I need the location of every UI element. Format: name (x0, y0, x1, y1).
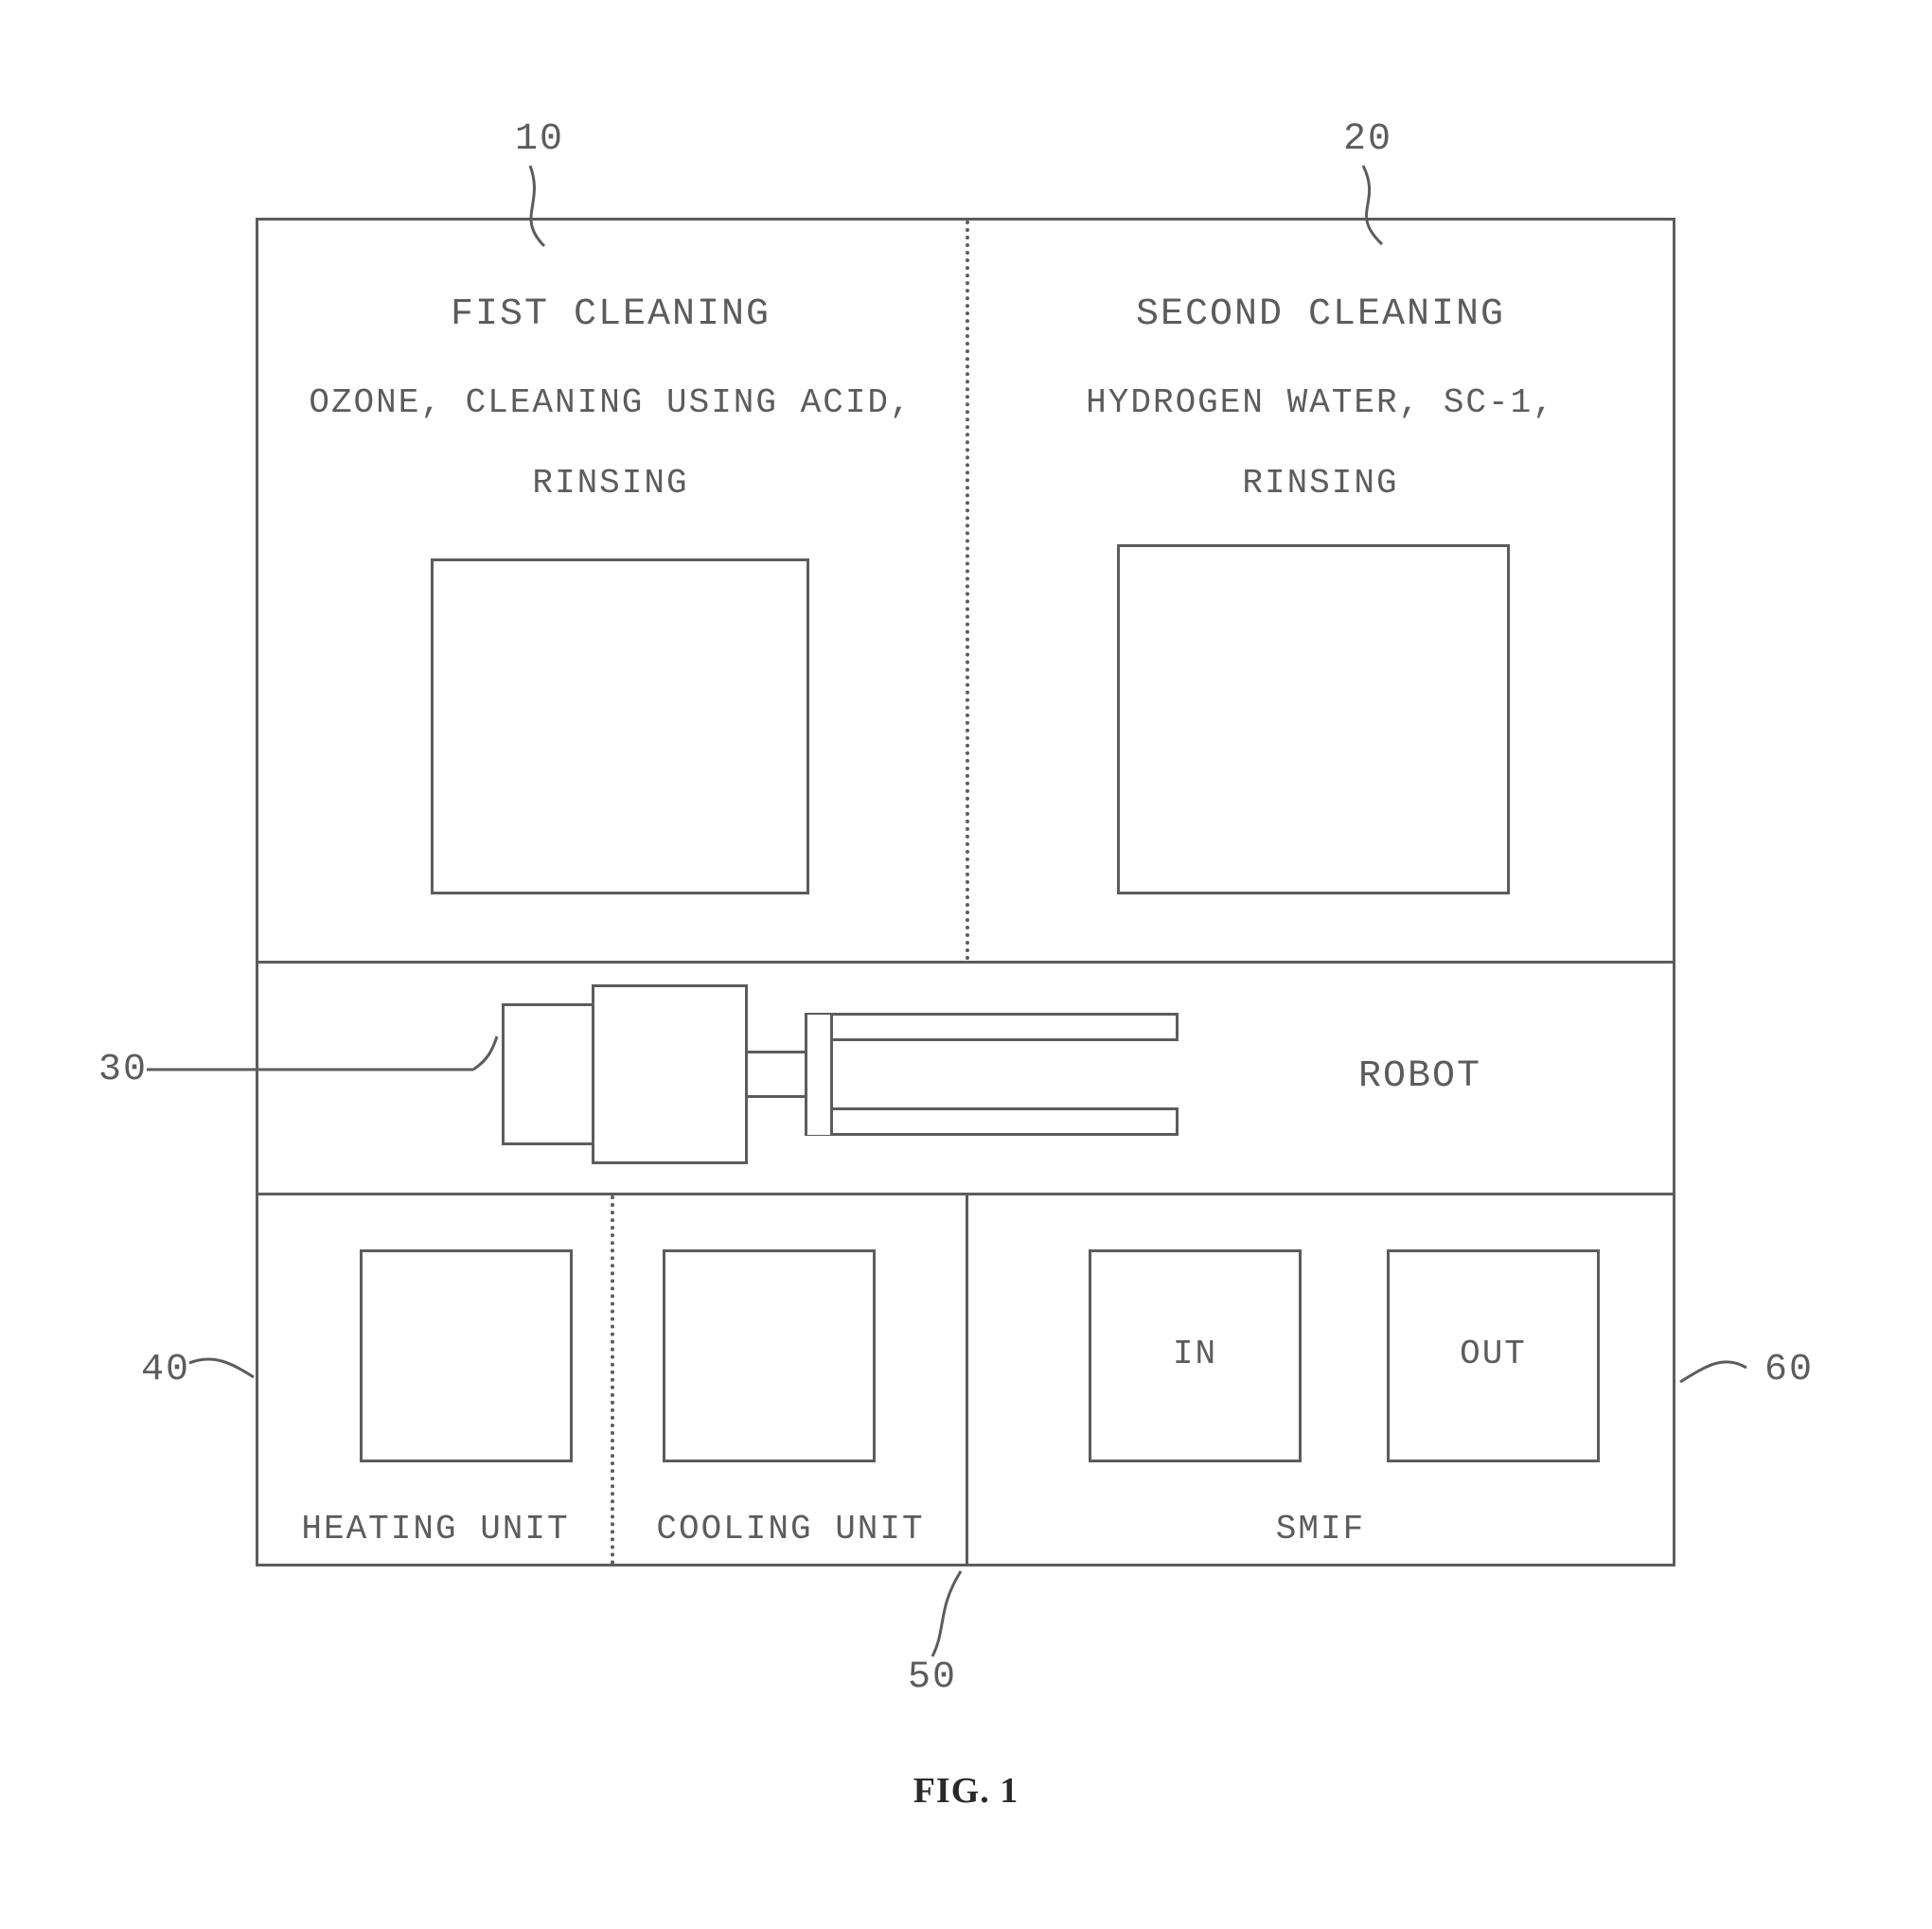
leader-30-tail (473, 1036, 497, 1070)
leaders-svg (0, 0, 1932, 1929)
leader-20 (1363, 166, 1382, 244)
leader-60 (1680, 1362, 1746, 1382)
figure-canvas: FIST CLEANING OZONE, CLEANING USING ACID… (0, 0, 1932, 1929)
leader-40 (189, 1359, 254, 1377)
leader-10 (530, 166, 544, 246)
leader-50 (932, 1571, 961, 1656)
figure-caption: FIG. 1 (0, 1770, 1932, 1812)
